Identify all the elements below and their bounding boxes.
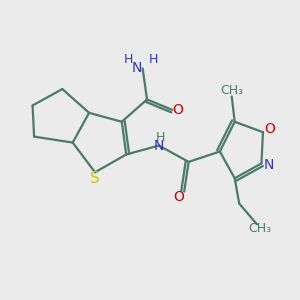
Text: S: S: [89, 171, 99, 186]
Text: N: N: [132, 61, 142, 75]
Text: O: O: [264, 122, 275, 136]
Text: CH₃: CH₃: [248, 222, 272, 235]
Text: H: H: [156, 131, 165, 144]
Text: N: N: [154, 139, 164, 152]
Text: N: N: [264, 158, 274, 172]
Text: CH₃: CH₃: [220, 84, 243, 97]
Text: H: H: [148, 53, 158, 66]
Text: O: O: [172, 103, 183, 117]
Text: H: H: [124, 53, 133, 66]
Text: O: O: [173, 190, 184, 204]
